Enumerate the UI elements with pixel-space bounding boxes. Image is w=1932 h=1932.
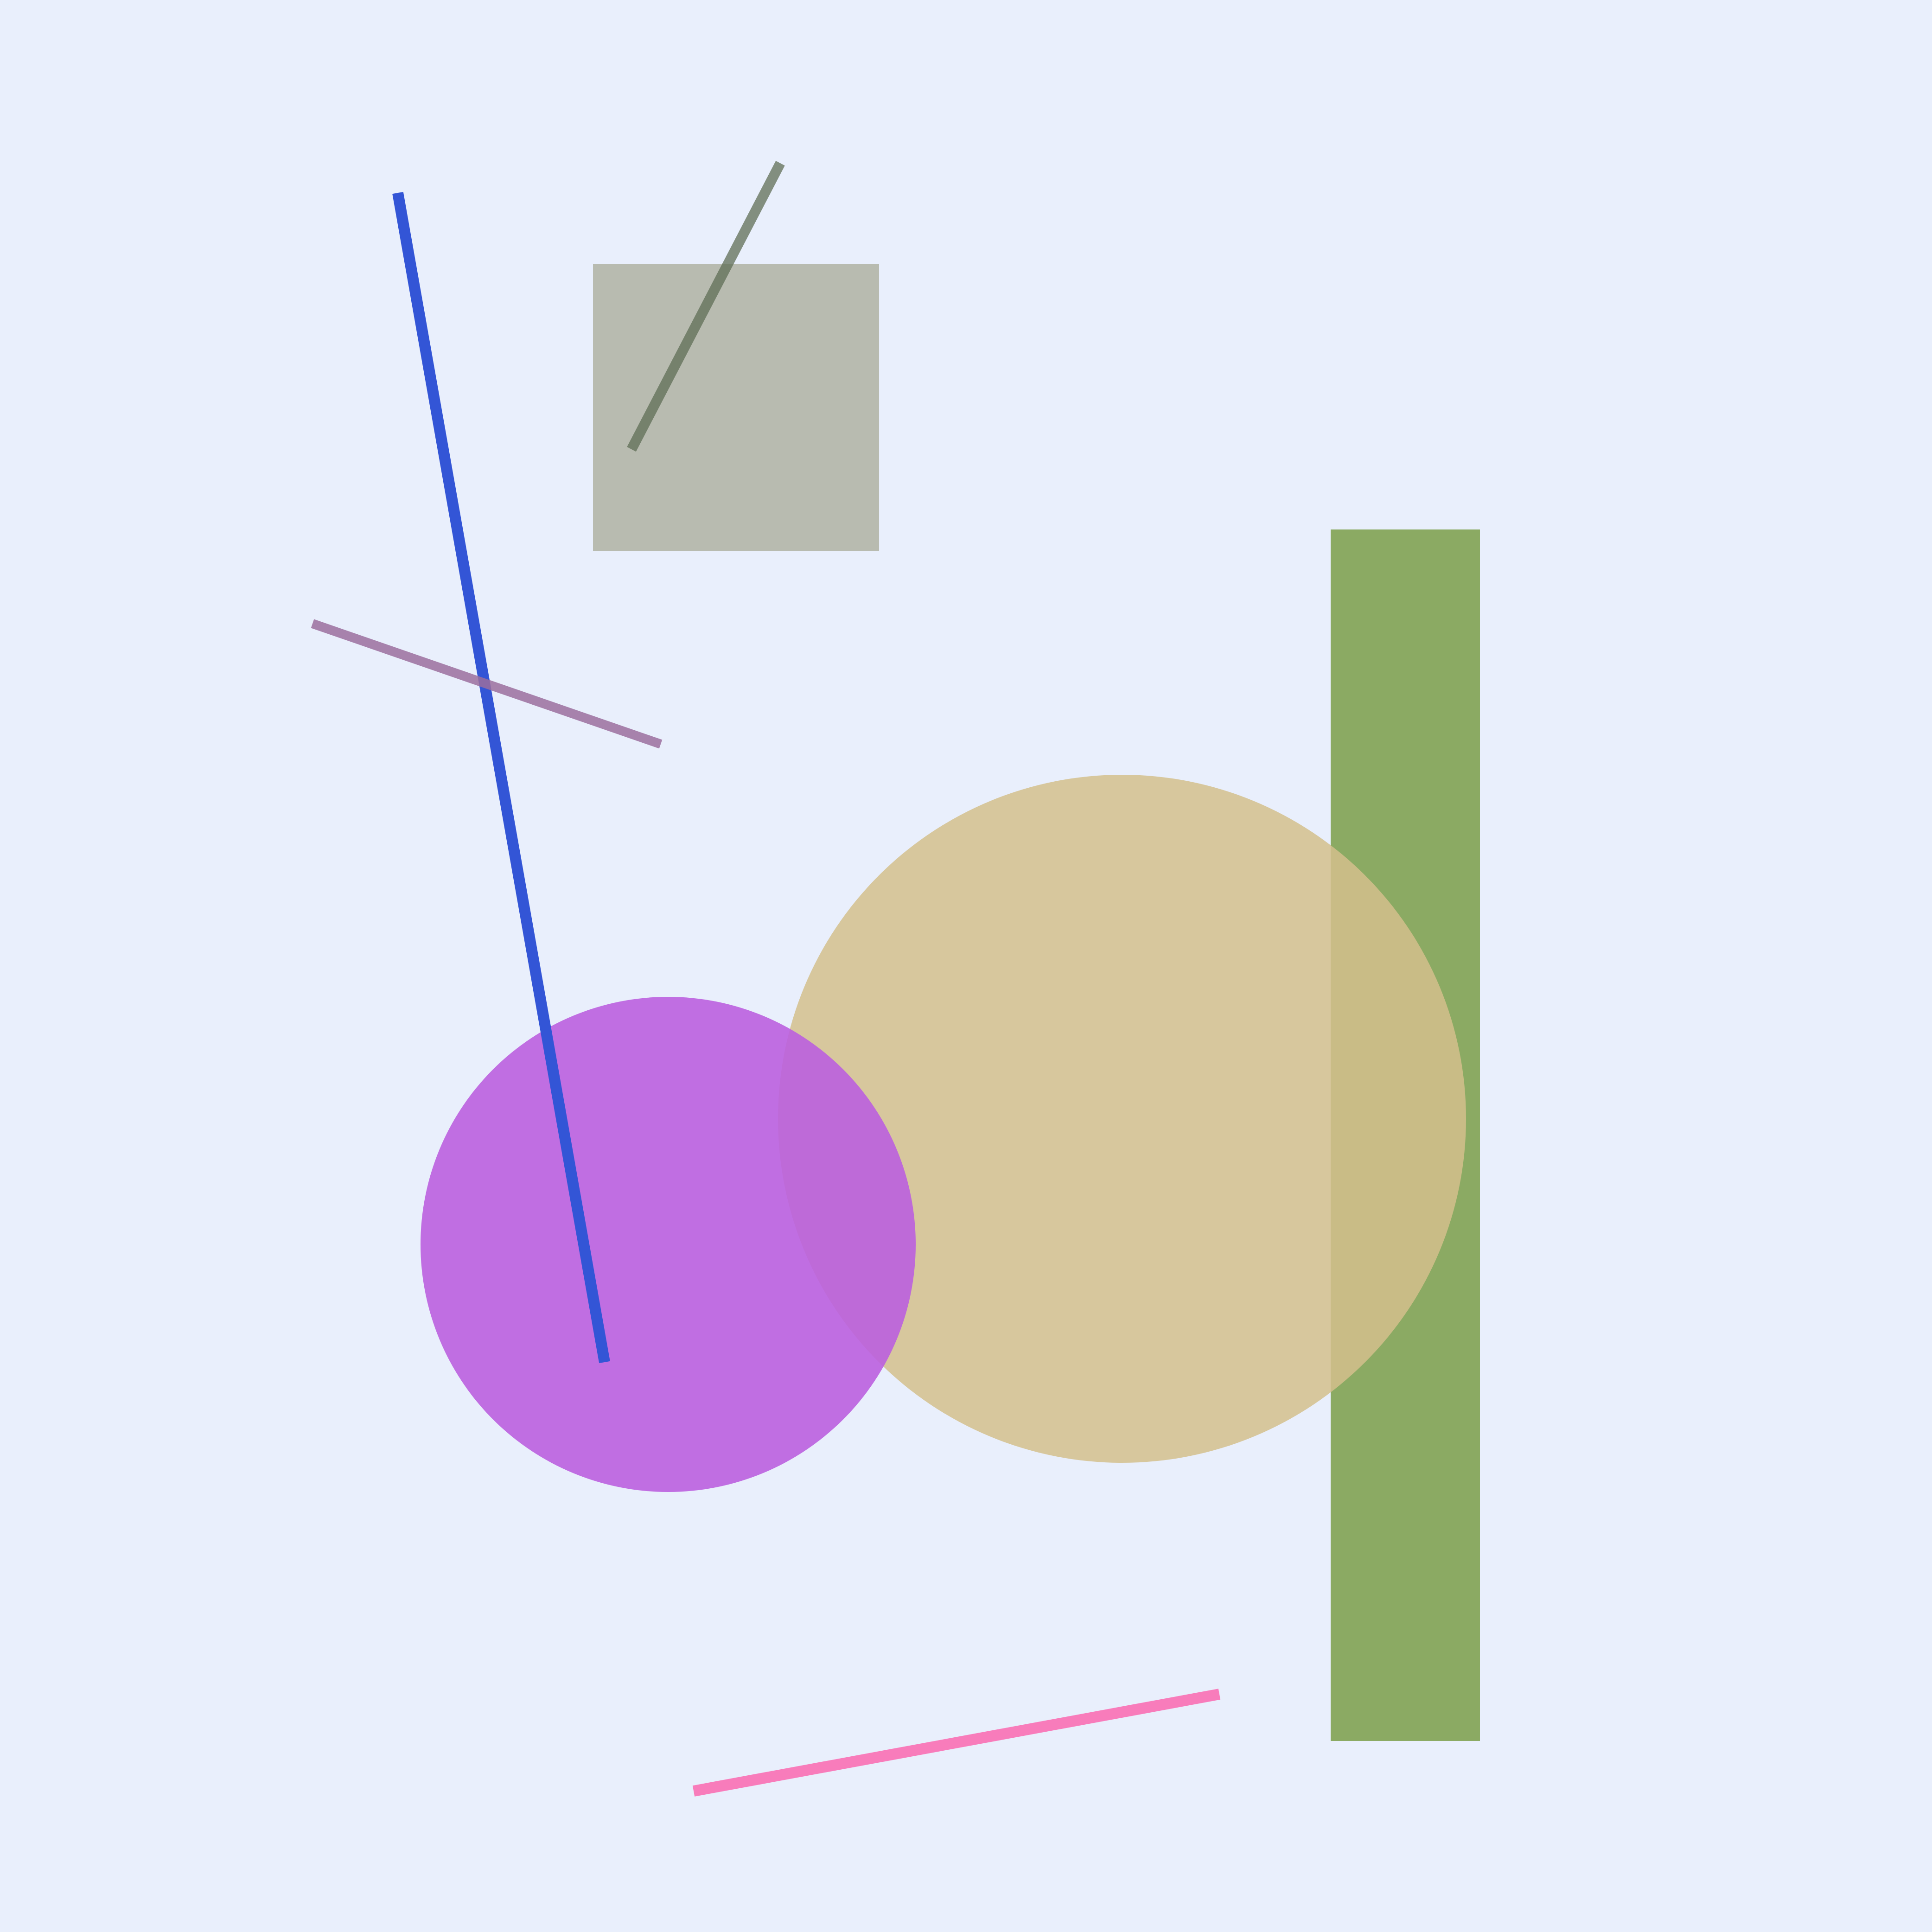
gray-square (593, 264, 879, 551)
dark-green-line (627, 160, 785, 452)
mauve-line (311, 619, 663, 749)
blue-line (392, 191, 610, 1364)
purple-circle (421, 997, 916, 1492)
pink-line (692, 1689, 1221, 1797)
tan-circle (778, 775, 1466, 1463)
